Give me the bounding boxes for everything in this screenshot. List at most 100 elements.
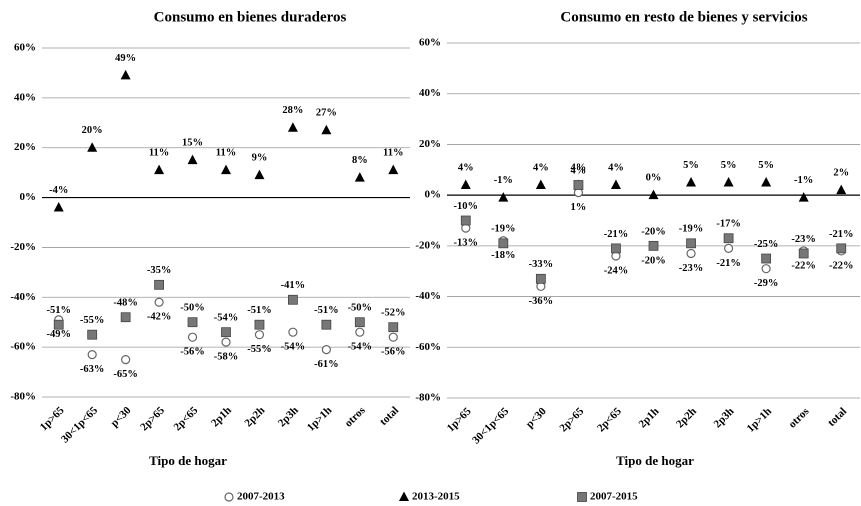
data-point <box>321 124 332 135</box>
data-point <box>761 264 771 274</box>
y-tick-label: 40% <box>419 87 441 99</box>
data-point <box>648 240 659 251</box>
data-point <box>610 179 621 189</box>
x-tick-label: 2p2h <box>674 405 699 430</box>
y-tick-label: 20% <box>14 141 36 153</box>
data-point <box>686 248 696 259</box>
legend-marker <box>224 492 234 502</box>
data-label: -23% <box>679 263 704 274</box>
data-label: -21% <box>716 258 741 269</box>
data-label: -19% <box>491 224 516 235</box>
data-point <box>254 169 265 180</box>
data-point <box>288 294 298 305</box>
data-label: -55% <box>80 315 105 326</box>
x-tick-label: 2p1h <box>636 405 661 430</box>
data-label: -22% <box>829 260 854 271</box>
y-tick-label: -40% <box>415 290 441 302</box>
data-label: 49% <box>115 53 136 64</box>
data-point <box>321 319 332 330</box>
data-point <box>388 164 399 175</box>
data-label: -13% <box>454 238 479 249</box>
data-label: -23% <box>791 234 816 245</box>
data-label: -56% <box>381 347 406 358</box>
data-label: -51% <box>314 305 339 316</box>
y-tick-label: -60% <box>415 341 441 353</box>
data-point <box>288 327 298 337</box>
data-point <box>187 154 198 165</box>
y-tick-label: -60% <box>10 341 36 353</box>
data-label: 11% <box>149 148 169 159</box>
data-label: 0% <box>646 173 662 184</box>
data-point <box>321 345 331 355</box>
x-tick-label: 2p3h <box>712 405 737 430</box>
data-point <box>836 184 847 195</box>
data-label: -54% <box>214 313 239 324</box>
data-label: 11% <box>216 148 236 159</box>
data-label: 2% <box>833 167 849 178</box>
data-point <box>154 279 164 290</box>
data-label: 20% <box>82 125 103 136</box>
data-label: 1% <box>571 202 587 213</box>
data-label: -56% <box>180 347 205 358</box>
data-label: -63% <box>80 364 105 375</box>
data-label: -21% <box>604 229 629 240</box>
data-label: 11% <box>383 148 403 159</box>
x-tick-label: p<30 <box>524 405 549 430</box>
data-label: 28% <box>282 105 303 116</box>
data-point <box>154 164 165 175</box>
y-tick-label: 60% <box>419 37 441 49</box>
data-point <box>388 332 398 342</box>
data-point <box>460 215 471 226</box>
data-point <box>87 142 98 152</box>
data-label: -35% <box>147 265 172 276</box>
data-label: 4% <box>571 162 587 173</box>
x-tick-label: 30<1p<65 <box>59 404 100 445</box>
x-tick-label: otros <box>786 405 812 431</box>
x-tick-label: total <box>826 405 850 429</box>
data-point <box>121 355 131 365</box>
x-tick-label: 2p2h <box>242 404 267 429</box>
data-label: 27% <box>316 108 337 119</box>
y-tick-label: 40% <box>14 91 36 103</box>
data-label: -65% <box>113 369 138 380</box>
data-label: 4% <box>533 162 549 173</box>
data-label: 4% <box>571 165 587 176</box>
y-tick-label: 0% <box>20 191 37 203</box>
x-tick-label: 1p>1h <box>305 404 334 433</box>
data-label: -20% <box>641 255 666 266</box>
data-label: 5% <box>721 160 737 171</box>
data-point <box>221 164 231 175</box>
data-label: -51% <box>46 305 71 316</box>
chart-title: Consumo en bienes duraderos <box>154 9 347 25</box>
data-point <box>254 330 265 340</box>
y-tick-label: 0% <box>425 189 442 201</box>
data-label: -22% <box>791 260 816 271</box>
x-tick-label: otros <box>343 404 369 430</box>
data-label: -19% <box>679 224 704 235</box>
data-point <box>354 172 365 182</box>
data-point <box>460 179 471 189</box>
x-tick-label: 1p>65 <box>38 404 67 433</box>
data-label: -49% <box>46 329 71 340</box>
data-point <box>287 122 298 132</box>
data-label: 8% <box>352 155 368 166</box>
data-point <box>498 238 509 249</box>
data-label: -41% <box>281 280 306 291</box>
x-tick-label: p<30 <box>109 404 134 429</box>
data-point <box>761 253 772 264</box>
data-label: -24% <box>604 265 629 276</box>
data-point <box>648 189 659 200</box>
legend-marker <box>399 491 409 501</box>
legend-label: 2013-2015 <box>412 491 460 503</box>
legend-label: 2007-2015 <box>590 491 638 503</box>
data-label: -20% <box>641 226 666 237</box>
chart-title: Consumo en resto de bienes y servicios <box>560 9 807 25</box>
data-point <box>53 319 64 330</box>
x-tick-label: 2p3h <box>276 404 301 429</box>
x-tick-label: 2p1h <box>209 404 234 429</box>
data-label: 4% <box>458 162 474 173</box>
data-label: 9% <box>252 153 268 164</box>
data-label: -61% <box>314 359 339 370</box>
legend-label: 2007-2013 <box>237 491 285 503</box>
